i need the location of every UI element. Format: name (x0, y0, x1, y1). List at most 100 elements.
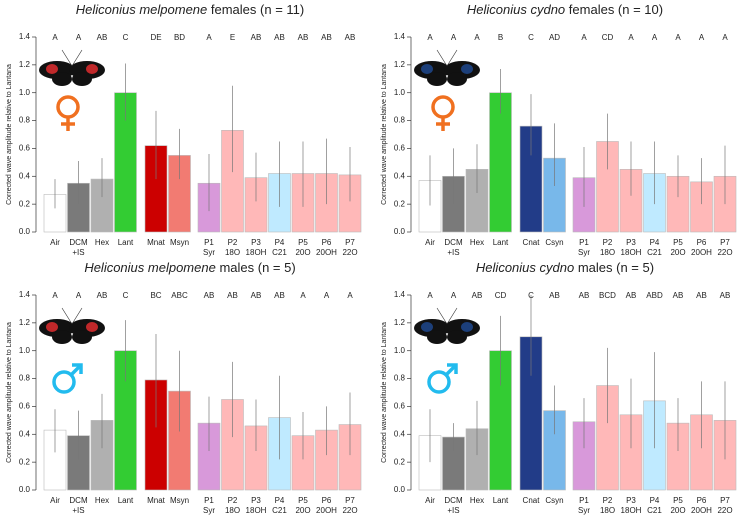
significance-letter: AB (204, 291, 215, 300)
x-tick-label: Air (50, 238, 60, 247)
x-tick-label: 18O (600, 248, 615, 257)
symbol-arrow-head (447, 363, 458, 374)
wing-patch (421, 322, 433, 332)
x-tick-label: +IS (447, 506, 459, 515)
y-tick-label: 0.0 (19, 227, 31, 236)
x-tick-label: P4 (650, 238, 660, 247)
x-tick-label: P5 (673, 496, 683, 505)
x-tick-label: C21 (272, 248, 287, 257)
x-tick-label: P2 (603, 238, 613, 247)
x-tick-label: P3 (251, 238, 261, 247)
wing (72, 330, 92, 344)
x-tick-label: P2 (603, 496, 613, 505)
significance-letter: CD (495, 291, 507, 300)
x-tick-label: 20OH (316, 506, 337, 515)
wing (447, 72, 467, 86)
antenna (446, 307, 458, 325)
x-tick-label: 18O (600, 506, 615, 515)
y-tick-label: 0.6 (394, 402, 406, 411)
symbol-arrow (444, 364, 457, 377)
significance-letter: AB (720, 291, 731, 300)
y-tick-label: 0.2 (394, 457, 406, 466)
y-tick-label: 1.2 (394, 318, 406, 327)
x-tick-label: 20OH (316, 248, 337, 257)
chart-panel: Heliconius cydno males (n = 5) Corrected … (381, 260, 737, 515)
x-tick-label: P4 (275, 496, 285, 505)
antenna (71, 307, 83, 325)
x-tick-label: Cnat (523, 496, 541, 505)
x-tick-label: 20O (295, 248, 310, 257)
sex-symbol (427, 363, 458, 394)
chart-panel: Heliconius melpomene females (n = 11) Cor… (6, 2, 362, 257)
x-tick-label: 20OH (691, 506, 712, 515)
antenna (436, 49, 448, 67)
y-tick-label: 1.0 (394, 88, 406, 97)
x-tick-label: Hex (95, 496, 109, 505)
x-tick-label: Syr (203, 506, 215, 515)
x-tick-label: 18OH (621, 506, 642, 515)
x-tick-label: 18O (225, 248, 240, 257)
chart-title: Heliconius cydno males (n = 5) (476, 260, 654, 275)
x-tick-label: Lant (118, 238, 134, 247)
symbol-arrow (69, 364, 82, 377)
x-tick-label: Lant (118, 496, 134, 505)
y-axis-label: Corrected wave amplitude relative to Lan… (381, 64, 388, 205)
y-tick-label: 0.6 (19, 144, 31, 153)
x-tick-label: P6 (322, 496, 332, 505)
significance-letter: AB (227, 291, 238, 300)
y-tick-label: 0.4 (394, 171, 406, 180)
x-tick-label: C21 (647, 506, 662, 515)
x-tick-label: Mnat (147, 238, 166, 247)
chart-title: Heliconius melpomene males (n = 5) (84, 260, 295, 275)
title-species: Heliconius melpomene (76, 2, 208, 17)
significance-letter: B (498, 33, 503, 42)
significance-letter: C (528, 33, 534, 42)
antenna (446, 49, 458, 67)
significance-letter: AB (579, 291, 590, 300)
butterfly-icon (414, 307, 480, 344)
y-tick-label: 1.4 (394, 290, 406, 299)
significance-letter: AB (345, 33, 356, 42)
x-tick-label: 20O (670, 248, 685, 257)
significance-letter: C (123, 291, 129, 300)
wing-patch (46, 64, 58, 74)
y-tick-label: 0.4 (19, 429, 31, 438)
title-rest: females (n = 11) (211, 2, 304, 17)
significance-letter: A (652, 33, 658, 42)
symbol-ring (431, 95, 455, 119)
x-tick-label: P5 (673, 238, 683, 247)
significance-letter: AB (97, 33, 108, 42)
antenna (61, 49, 73, 67)
y-tick-label: 0.2 (19, 199, 31, 208)
significance-letter: A (581, 33, 587, 42)
x-tick-label: 20O (295, 506, 310, 515)
antenna (71, 49, 83, 67)
x-tick-label: Syr (203, 248, 215, 257)
x-tick-label: DCM (69, 496, 88, 505)
significance-letter: A (52, 33, 58, 42)
significance-letter: BCD (599, 291, 616, 300)
significance-letter: A (52, 291, 58, 300)
significance-letter: AB (626, 291, 637, 300)
significance-letter: A (628, 33, 634, 42)
x-tick-label: Msyn (170, 238, 189, 247)
x-tick-label: P1 (204, 496, 214, 505)
y-tick-label: 1.0 (19, 346, 31, 355)
y-tick-label: 0.0 (394, 227, 406, 236)
x-tick-label: 20OH (691, 248, 712, 257)
significance-letter: A (76, 291, 82, 300)
x-tick-label: P3 (251, 496, 261, 505)
y-tick-label: 1.0 (394, 346, 406, 355)
x-tick-label: Air (425, 496, 435, 505)
y-tick-label: 0.8 (394, 374, 406, 383)
significance-letter: A (451, 33, 457, 42)
x-tick-label: C21 (647, 248, 662, 257)
x-tick-label: 22O (717, 506, 732, 515)
x-tick-label: 18O (225, 506, 240, 515)
symbol-ring (56, 95, 80, 119)
x-tick-label: P2 (228, 238, 238, 247)
x-tick-label: 22O (342, 248, 357, 257)
wing-patch (421, 64, 433, 74)
x-tick-label: Hex (470, 496, 484, 505)
wing (52, 330, 72, 344)
